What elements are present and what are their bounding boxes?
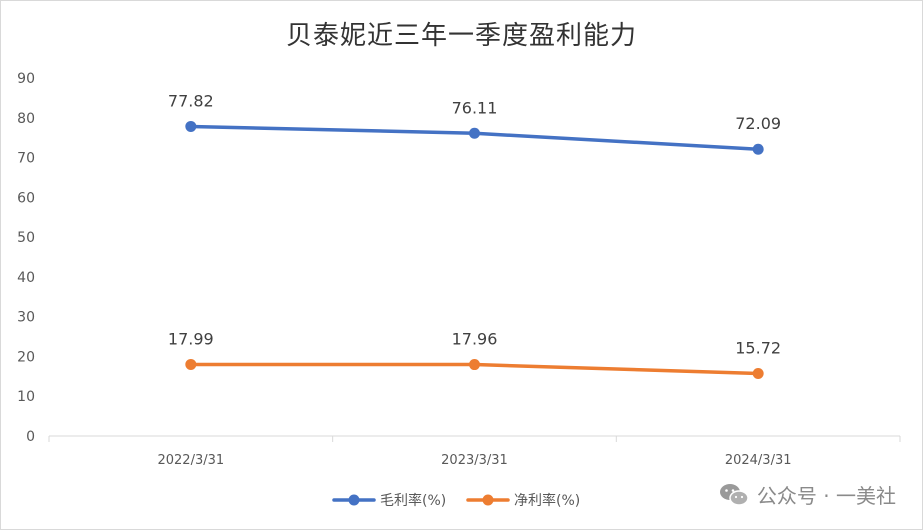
y-tick-label: 90 [17,71,35,87]
wechat-icon [719,483,749,507]
y-tick-label: 20 [17,349,35,365]
y-tick-label: 80 [17,111,35,127]
y-tick-label: 50 [17,230,35,246]
x-tick-label: 2024/3/31 [725,453,792,468]
chart-title: 贝泰妮近三年一季度盈利能力 [285,21,637,51]
data-label: 17.96 [452,330,498,349]
data-label: 17.99 [168,329,214,348]
data-label: 76.11 [452,98,498,117]
legend-label: 净利率(%) [514,492,580,509]
data-point [752,367,764,379]
data-point [469,359,480,371]
x-tick-label: 2023/3/31 [441,453,508,468]
y-tick-label: 30 [17,310,35,326]
y-tick-label: 0 [26,429,35,445]
y-tick-label: 60 [17,190,35,206]
legend-label: 毛利率(%) [380,492,446,509]
x-tick-label: 2022/3/31 [157,453,224,468]
legend-swatch-marker [482,494,494,506]
data-label: 77.82 [168,91,214,110]
data-point [752,143,764,155]
y-tick-label: 10 [17,389,35,405]
watermark-text: 公众号 · 一美社 [756,484,896,508]
data-point [185,120,197,132]
y-tick-label: 70 [17,151,35,167]
data-point [469,127,480,139]
watermark: 公众号 · 一美社 [719,480,896,509]
data-point [185,358,197,370]
legend-swatch-marker [348,494,360,506]
data-label: 15.72 [735,338,781,357]
data-label: 72.09 [735,114,781,133]
y-tick-label: 40 [17,270,35,286]
